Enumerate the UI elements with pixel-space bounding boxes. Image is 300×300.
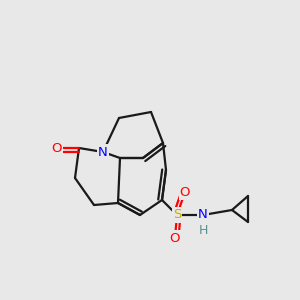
Text: O: O — [170, 232, 180, 244]
Text: O: O — [180, 185, 190, 199]
Text: N: N — [98, 146, 108, 158]
Text: H: H — [198, 224, 208, 236]
Text: S: S — [173, 208, 181, 221]
Text: O: O — [52, 142, 62, 154]
Text: N: N — [198, 208, 208, 221]
